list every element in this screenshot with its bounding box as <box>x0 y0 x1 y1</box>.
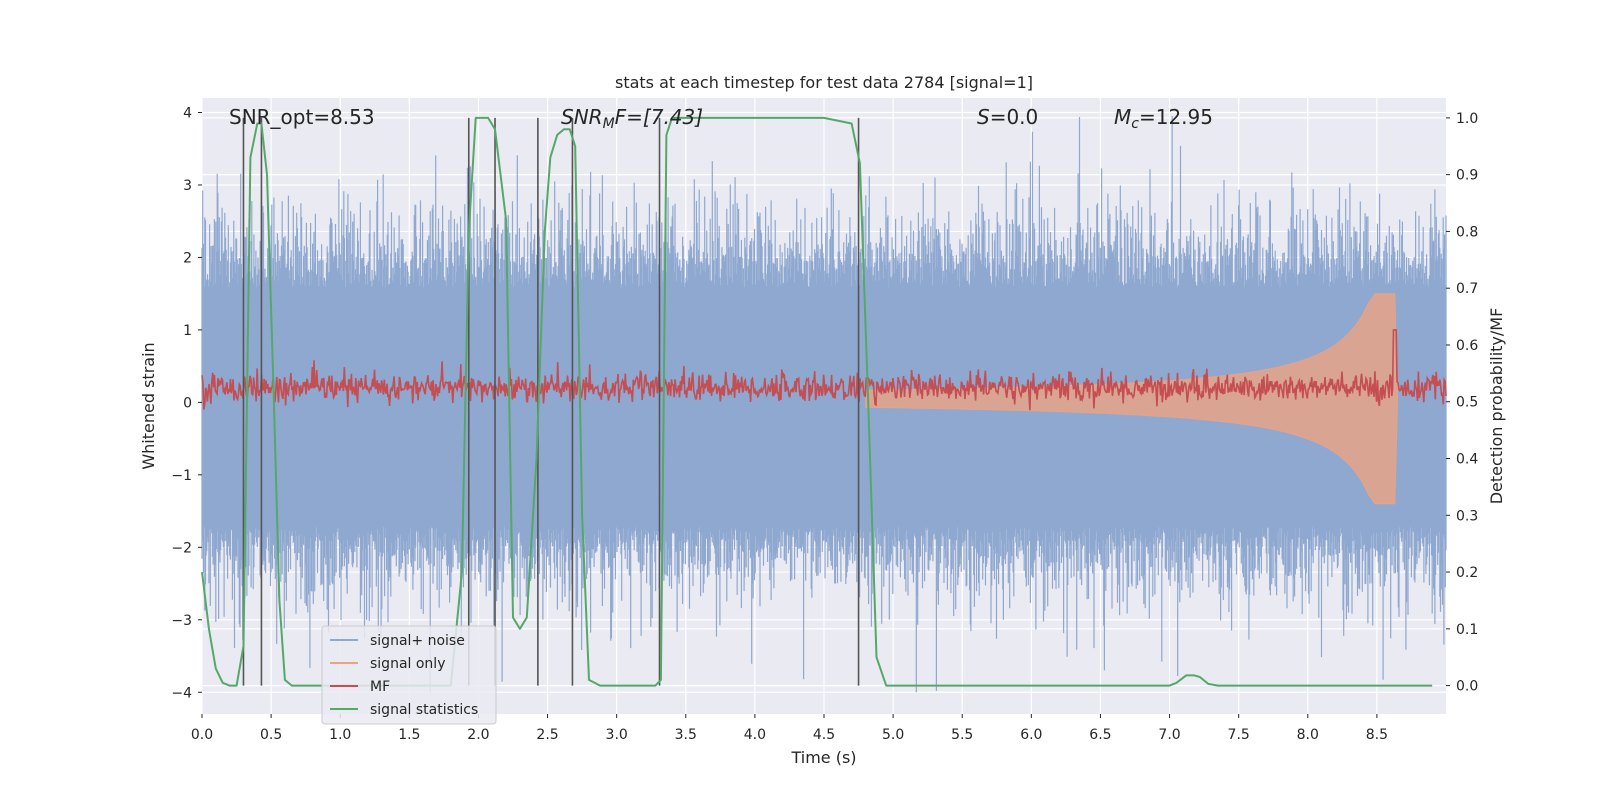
legend-label-noise: signal+ noise <box>370 633 465 649</box>
legend-label-stats: signal statistics <box>370 702 478 718</box>
y2-tick-label: 0.3 <box>1456 508 1478 524</box>
s-value: =0.0 <box>990 105 1039 129</box>
y-axis-label: Whitened strain <box>139 342 158 469</box>
x-tick-label: 8.0 <box>1297 727 1319 743</box>
mc-var: M <box>1114 105 1131 129</box>
s-var: S <box>977 105 990 129</box>
y-tick-label: 1 <box>183 323 192 339</box>
x-tick-label: 2.0 <box>467 727 489 743</box>
y-tick-label: 2 <box>183 250 192 266</box>
x-tick-label: 0.5 <box>260 727 282 743</box>
x-tick-label: 6.5 <box>1089 727 1111 743</box>
x-ticks: 0.0 0.5 1.0 1.5 2.0 2.5 3.0 3.5 4.0 4.5 5.0 5.5 6.0 6… <box>191 714 1388 743</box>
chart-title: stats at each timestep for test data 278… <box>615 73 1033 92</box>
x-tick-label: 7.5 <box>1228 727 1250 743</box>
x-tick-label: 4.5 <box>813 727 835 743</box>
legend-box <box>321 625 497 725</box>
y-tick-label: −2 <box>171 540 192 556</box>
snr-opt-annotation: SNR_opt=8.53 <box>229 105 375 129</box>
snr-mf-rest: F=[7.43] <box>615 105 703 129</box>
signal-statistics-series <box>201 116 1433 687</box>
y-tick-label: 0 <box>183 395 192 411</box>
x-tick-label: 8.5 <box>1366 727 1388 743</box>
x-tick-label: 5.5 <box>951 727 973 743</box>
y2-tick-label: 0.5 <box>1456 395 1478 411</box>
x-axis-label: Time (s) <box>790 748 856 767</box>
y2-tick-label: 0.2 <box>1456 565 1478 581</box>
y2-tick-label: 0.1 <box>1456 622 1478 638</box>
x-tick-label: 0.0 <box>191 727 213 743</box>
x-tick-label: 1.5 <box>398 727 420 743</box>
x-tick-label: 4.0 <box>744 727 766 743</box>
legend-label-signal: signal only <box>370 656 445 672</box>
y-tick-label: 4 <box>183 105 192 121</box>
x-tick-label: 6.0 <box>1020 727 1042 743</box>
snr-mf-base: SNR <box>561 105 603 129</box>
mf-series <box>201 329 1447 411</box>
y2-tick-label: 1.0 <box>1456 111 1478 127</box>
signal-statistics-line <box>201 116 1433 687</box>
x-tick-label: 1.0 <box>329 727 351 743</box>
x-tick-label: 7.0 <box>1158 727 1180 743</box>
x-tick-label: 3.5 <box>675 727 697 743</box>
y2-axis-label: Detection probability/MF <box>1487 308 1506 505</box>
y2-tick-label: 0.8 <box>1456 224 1478 240</box>
y2-tick-label: 0.9 <box>1456 168 1478 184</box>
mc-sub: c <box>1131 116 1139 132</box>
y2-tick-label: 0.6 <box>1456 338 1478 354</box>
mc-value: =12.95 <box>1139 105 1213 129</box>
y2-tick-label: 0.4 <box>1456 452 1478 468</box>
y2-tick-label: 0.0 <box>1456 679 1478 695</box>
x-tick-label: 5.0 <box>882 727 904 743</box>
right-y-ticks: 0.0 0.1 0.2 0.3 0.4 0.5 0.6 0.7 0.8 0.9 1.0 <box>1446 111 1478 695</box>
legend-label-mf: MF <box>370 679 390 695</box>
snr-mf-annotation: SNRMF=[7.43] <box>561 105 703 132</box>
snr-mf-sub: M <box>603 116 615 132</box>
left-y-ticks: −4 −3 −2 −1 0 1 2 3 4 <box>171 105 202 701</box>
x-tick-label: 2.5 <box>536 727 558 743</box>
legend: signal+ noise signal only MF signal stat… <box>321 625 497 725</box>
y-tick-label: 3 <box>183 178 192 194</box>
y-tick-label: −3 <box>171 613 192 629</box>
s-annotation: S=0.0 <box>977 105 1038 129</box>
y-tick-label: −1 <box>171 468 192 484</box>
y-tick-label: −4 <box>171 685 192 701</box>
mc-annotation: Mc=12.95 <box>1114 105 1213 132</box>
mf-trace <box>201 329 1447 411</box>
x-tick-label: 3.0 <box>606 727 628 743</box>
y2-tick-label: 0.7 <box>1456 281 1478 297</box>
